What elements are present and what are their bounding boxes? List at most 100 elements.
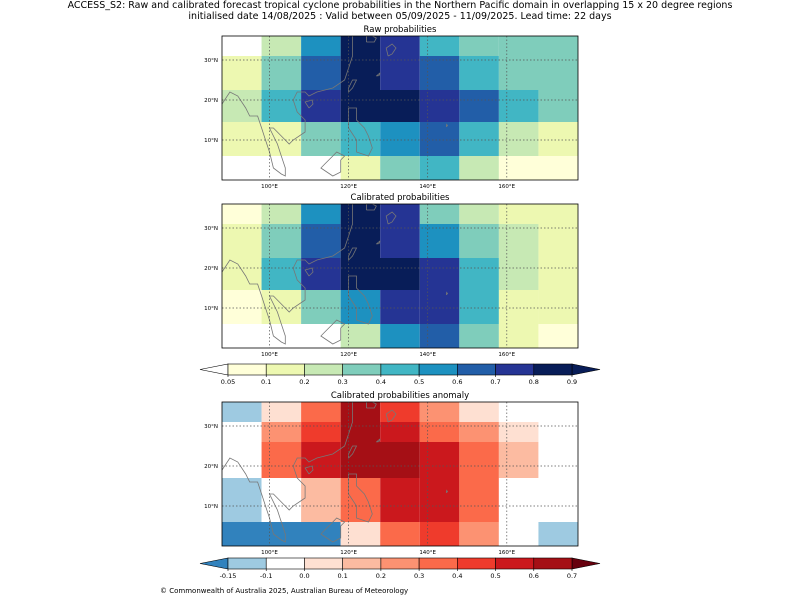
heatmap-cell [301,224,341,258]
colorbar-segment [380,557,420,570]
colorbar-segment [380,363,420,376]
coastline [365,203,377,211]
coastline [376,438,381,443]
heatmap-cell [222,90,262,122]
heatmap-cell [261,478,302,522]
heatmap-cell [261,402,302,422]
heatmap-cell [340,156,381,180]
map-panel-1: 100°E 120°E 140°E 160°E 10°N 20°N 30°N Raw prob… [204,25,579,190]
colorbar-segment [265,557,305,570]
heatmap-cell [459,258,499,290]
heatmap-cell [301,258,341,290]
coastline [320,151,346,177]
heatmap-cell [340,402,381,422]
lon-tick-label: 160°E [498,184,515,190]
map-title: Raw probabilities [364,25,437,35]
anomaly-colorbar: -0.15 -0.1 0.0 0.1 0.2 0.3 0.4 0.5 0.6 0.7 [199,557,601,580]
heatmap-cell [459,204,499,224]
heatmap-cell [419,224,460,258]
heatmap-cell [419,36,460,56]
colorbar-segment [342,363,382,376]
heatmap-cell [222,36,262,56]
heatmap-cell [538,522,578,546]
heatmap-cell [498,90,539,122]
heatmap-cell [538,90,578,122]
heatmap-cell [222,422,262,442]
heatmap-cell [459,522,499,546]
heatmap-cell [538,422,578,442]
coastline [385,409,397,423]
lat-tick-label: 10°N [204,306,218,312]
colorbar-tick-label: 0.2 [299,378,309,386]
coastline [365,401,377,409]
heatmap-cell [419,402,460,422]
lon-tick-label: 120°E [340,352,357,358]
heatmap-cell [419,90,460,122]
heatmap-cell [380,156,420,180]
coastline [348,107,373,157]
coastline [445,489,449,494]
lat-tick-label: 20°N [204,98,218,104]
coastline [304,99,314,109]
heatmap-cell [340,324,381,348]
colorbar-tick-label: 0.4 [452,572,462,580]
probability-colorbar: 0.05 0.1 0.2 0.3 0.4 0.5 0.6 0.7 0.8 0.9 [199,363,601,386]
heatmap-cell [459,402,499,422]
map-frame [221,401,579,547]
heatmap-cell [261,56,302,90]
coastline [376,240,381,245]
heatmap-cell [301,422,341,442]
heatmap-cell [419,478,460,522]
heatmap-cell [419,522,460,546]
heatmap-cell [380,324,420,348]
heatmap-cell [301,204,341,224]
heatmap-cell [261,258,302,290]
heatmap-cell [459,478,499,522]
colorbar-segment [495,363,535,376]
lat-tick-label: 20°N [204,266,218,272]
heatmap-cell [222,402,262,422]
heatmap-cell [222,442,262,478]
lon-tick-label: 100°E [261,550,278,556]
colorbar-tick-label: 0.5 [414,378,424,386]
coastline [376,72,381,77]
heatmap-cell [538,122,578,156]
heatmap-cell [380,56,420,90]
map-frame [221,203,579,349]
heatmap-cell [419,324,460,348]
colorbar-segment [457,363,496,376]
heatmap-cell [498,56,578,90]
lat-tick-label: 30°N [204,424,218,430]
heatmap-cell [380,290,420,324]
colorbar-tick-label: 0.5 [490,572,500,580]
colorbar-segment [418,557,458,570]
colorbar-segment [342,557,382,570]
heatmap-cell [459,422,499,442]
coastline [320,517,346,543]
heatmap-cell [222,324,341,348]
coastline [445,123,449,128]
heatmap-cell [340,290,381,324]
heatmap-cell [222,290,262,324]
colorbar-over-arrow [571,363,601,376]
lat-tick-label: 30°N [204,226,218,232]
colorbar-tick-label: 0.6 [529,572,539,580]
lon-tick-label: 160°E [498,550,515,556]
figure-title-line2: initialised date 14/08/2025 : Valid betw… [188,11,612,22]
colorbar-segment [533,363,573,376]
heatmap-cell [498,224,539,258]
colorbar-tick-label: 0.7 [490,378,500,386]
heatmap-cell [380,422,420,442]
heatmap-cell [459,442,499,478]
figure-title-line1: ACCESS_S2: Raw and calibrated forecast t… [67,0,733,11]
heatmap-cell [498,290,539,324]
lon-tick-label: 140°E [419,550,436,556]
heatmap-cell [301,402,341,422]
lon-tick-label: 140°E [419,184,436,190]
heatmap-cell [340,258,420,290]
colorbar-tick-label: 0.9 [567,378,577,386]
colorbar-tick-label: 0.4 [376,378,386,386]
heatmap-cell [419,422,460,442]
heatmap-cell [380,204,420,224]
coastline [365,35,377,43]
